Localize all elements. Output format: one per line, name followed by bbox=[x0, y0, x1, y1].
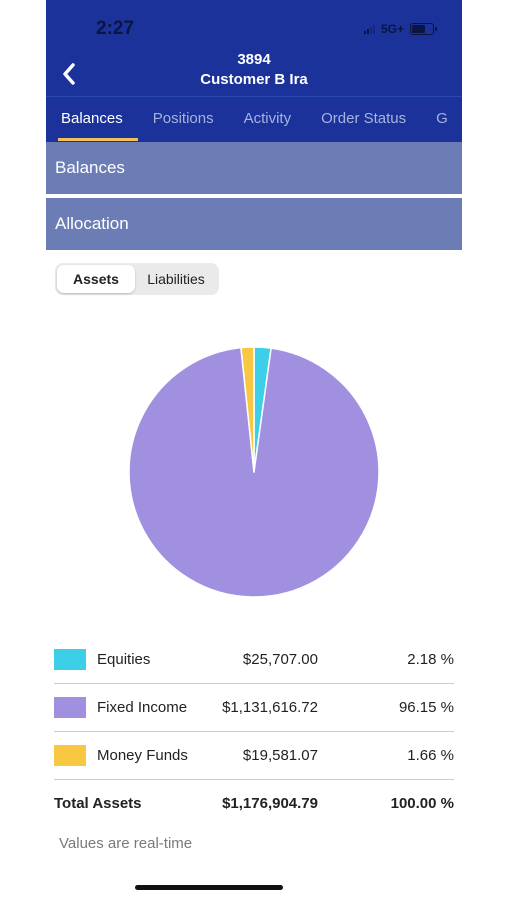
allocation-pie-chart bbox=[128, 346, 380, 598]
status-time: 2:27 bbox=[96, 18, 135, 39]
status-icons: 5G+ bbox=[363, 22, 437, 36]
tab-activity[interactable]: Activity bbox=[243, 110, 292, 127]
balances-section-header[interactable]: Balances bbox=[46, 142, 462, 194]
legend-percent: 96.15 % bbox=[398, 699, 454, 716]
fixed-income-swatch bbox=[54, 697, 86, 718]
legend-row-fixed-income: Fixed Income $1,131,616.72 96.15 % bbox=[54, 684, 454, 732]
legend-row-total: Total Assets $1,176,904.79 100.00 % bbox=[54, 780, 454, 827]
total-percent: 100.00 % bbox=[390, 795, 454, 812]
liabilities-segment[interactable]: Liabilities bbox=[147, 271, 205, 287]
home-indicator[interactable] bbox=[135, 885, 283, 890]
header: 2:27 5G+ 3894 Customer B Ira Balances Po… bbox=[46, 0, 462, 142]
total-value: $1,176,904.79 bbox=[222, 795, 318, 812]
allocation-section-header[interactable]: Allocation bbox=[46, 198, 462, 250]
assets-segment[interactable]: Assets bbox=[57, 265, 135, 293]
network-label: 5G+ bbox=[380, 22, 404, 36]
account-name: Customer B Ira bbox=[200, 71, 308, 88]
legend-label: Money Funds bbox=[97, 747, 188, 764]
legend-value: $19,581.07 bbox=[242, 747, 318, 764]
legend-percent: 1.66 % bbox=[407, 747, 454, 764]
legend-label: Equities bbox=[97, 651, 151, 668]
page-title: 3894 Customer B Ira bbox=[46, 50, 462, 90]
legend-label: Fixed Income bbox=[97, 699, 188, 716]
chevron-left-icon bbox=[63, 63, 75, 85]
tab-positions[interactable]: Positions bbox=[152, 110, 214, 127]
allocation-legend: Equities $25,707.00 2.18 % Fixed Income … bbox=[54, 636, 454, 827]
money-funds-swatch bbox=[54, 745, 86, 766]
legend-value: $1,131,616.72 bbox=[222, 699, 318, 716]
pie-slice-money-funds[interactable] bbox=[240, 346, 255, 473]
battery-icon bbox=[410, 23, 437, 35]
tab-bar: Balances Positions Activity Order Status… bbox=[46, 96, 462, 142]
legend-percent: 2.18 % bbox=[407, 651, 454, 668]
signal-icon bbox=[363, 24, 375, 34]
legend-row-equities: Equities $25,707.00 2.18 % bbox=[54, 636, 454, 684]
realtime-note: Values are real-time bbox=[59, 835, 193, 852]
app-screen: 2:27 5G+ 3894 Customer B Ira Balances Po… bbox=[46, 0, 462, 900]
equities-swatch bbox=[54, 649, 86, 670]
legend-row-money-funds: Money Funds $19,581.07 1.66 % bbox=[54, 732, 454, 780]
legend-value: $25,707.00 bbox=[242, 651, 318, 668]
tab-overflow[interactable]: G bbox=[436, 110, 448, 127]
tab-balances[interactable]: Balances bbox=[46, 97, 138, 142]
assets-liabilities-toggle: Assets Liabilities bbox=[55, 263, 219, 295]
account-number: 3894 bbox=[237, 51, 271, 68]
back-button[interactable] bbox=[60, 61, 78, 87]
tab-order-status[interactable]: Order Status bbox=[321, 110, 407, 127]
total-label: Total Assets bbox=[54, 795, 142, 812]
